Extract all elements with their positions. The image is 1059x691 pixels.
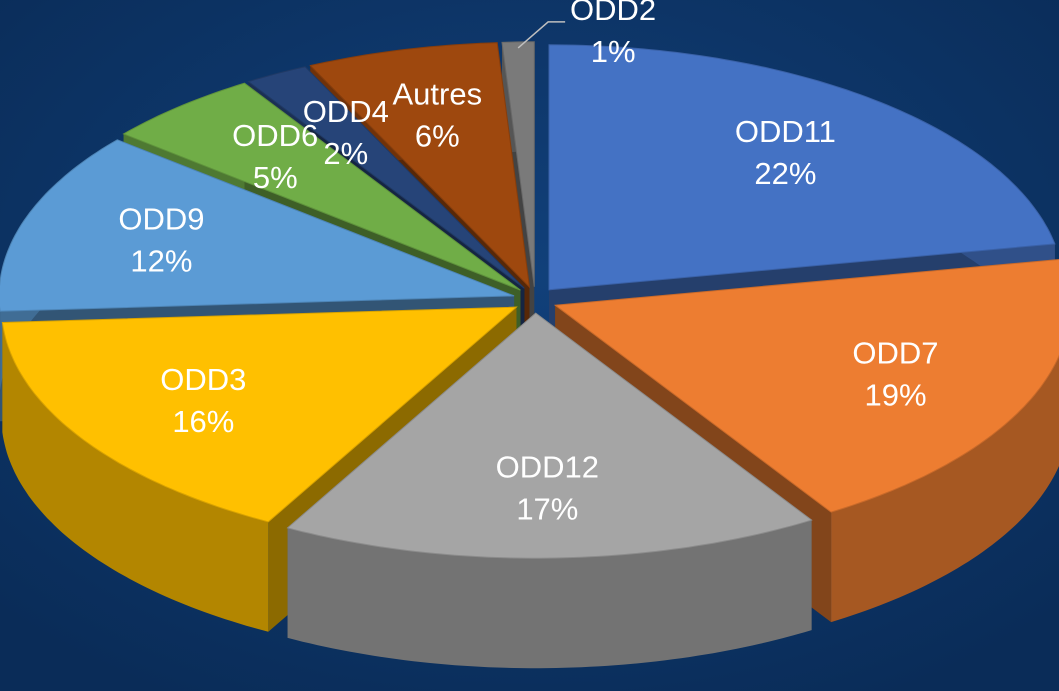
- slice-label: ODD3: [160, 362, 246, 397]
- slice-value-label: 1%: [591, 34, 636, 69]
- slice: [247, 66, 525, 289]
- slice-value-label: 2%: [323, 136, 368, 171]
- slice: [1, 306, 518, 523]
- leader-line: [517, 21, 566, 49]
- slice-label: ODD4: [303, 94, 389, 129]
- slice-label: ODD7: [852, 335, 938, 370]
- slice-label: ODD6: [232, 118, 318, 153]
- slice: [309, 42, 531, 289]
- slice-label: ODD11: [735, 114, 836, 149]
- slice-value-label: 17%: [516, 492, 578, 527]
- side-rim: [287, 520, 812, 669]
- slice-label: Autres: [393, 77, 483, 112]
- slice-value-label: 6%: [415, 119, 460, 154]
- slice: [122, 82, 521, 291]
- slice-label: ODD9: [118, 202, 204, 237]
- slice-value-label: 22%: [754, 156, 816, 191]
- side-rim: [831, 355, 1059, 623]
- slice-label: ODD2: [570, 0, 656, 27]
- slice-value-label: 16%: [172, 404, 234, 439]
- slice: [553, 258, 1059, 513]
- slice: [0, 139, 515, 312]
- side-rim: [2, 322, 269, 632]
- slice-value-label: 5%: [253, 160, 298, 195]
- slice: [286, 312, 813, 559]
- slice-value-label: 19%: [864, 377, 926, 412]
- slice: [548, 44, 1056, 291]
- slice: [501, 41, 535, 287]
- slice-label: ODD12: [496, 450, 599, 485]
- slice-value-label: 12%: [130, 244, 192, 279]
